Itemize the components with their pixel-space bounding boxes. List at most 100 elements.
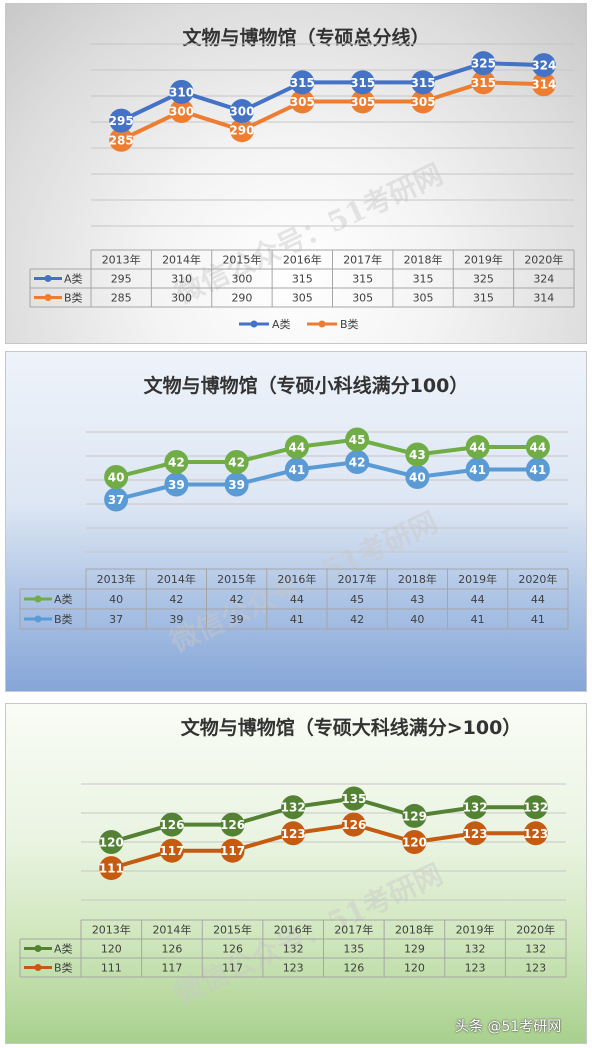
data-point [164,472,189,497]
table-value-cell: 117 [222,962,243,975]
table-value-cell: 314 [533,292,554,305]
chart-panel-large-subject: 微信公众号：51考研网 文物与博物馆（专硕大科线满分>100） 2013年 2014年… [5,703,587,1044]
legend-key-marker [318,320,326,328]
data-point [405,442,430,467]
table-value-cell: 41 [290,613,304,626]
data-label: 44 [530,441,547,455]
table-header-cell: 2015年 [222,253,261,267]
data-label: 132 [463,801,488,815]
table-value-cell: 325 [473,273,494,286]
table-value-cell: 285 [111,292,132,305]
data-label: 123 [463,827,488,841]
data-point [523,821,548,846]
table-series-label: B类 [54,612,73,626]
data-label: 42 [168,456,185,470]
table-value-cell: 305 [413,292,434,305]
table-value-cell: 315 [413,273,434,286]
data-label: 295 [109,114,134,128]
table-series-label: A类 [64,272,83,286]
table-value-cell: 300 [171,292,192,305]
data-label: 42 [349,456,366,470]
data-point [224,472,249,497]
table-header-cell: 2015年 [217,572,256,586]
table-legend-key-marker [34,595,42,603]
table-header-cell: 2020年 [518,572,557,586]
data-point [99,830,124,854]
data-label: 123 [281,827,306,841]
data-point [531,72,556,97]
legend-key-marker [250,320,258,328]
table-value-cell: 42 [230,593,244,606]
table-header-cell: 2017年 [343,253,382,267]
table-header-cell: 2013年 [102,253,141,267]
data-point [220,838,245,863]
table-value-cell: 315 [473,292,494,305]
table-header-cell: 2017年 [338,572,377,586]
table-value-cell: 315 [352,273,373,286]
data-label: 315 [350,76,375,90]
table-header-cell: 2018年 [398,572,437,586]
data-label: 42 [228,456,245,470]
table-header-cell: 2020年 [516,923,555,937]
table-header-cell: 2014年 [152,923,191,937]
data-point [104,465,129,489]
data-label: 41 [469,463,486,477]
table-value-cell: 120 [404,962,425,975]
table-value-cell: 40 [109,593,123,606]
table-header-cell: 2013年 [97,572,136,586]
table-header-cell: 2020年 [524,253,563,267]
table-header-cell: 2016年 [277,572,316,586]
data-point [169,99,194,124]
data-label: 314 [531,78,556,92]
data-label: 40 [409,471,426,485]
data-label: 324 [531,59,556,73]
data-point [411,89,436,114]
table-value-cell: 39 [169,613,183,626]
data-label: 315 [411,76,436,90]
table-header-cell: 2017年 [334,923,373,937]
chart-panel-total: 微信公众号：51考研网 文物与博物馆（专硕总分线） 2013年 2014年 2015年 2… [5,3,587,344]
table-value-cell: 43 [410,593,424,606]
data-point [229,99,254,124]
table-header-cell: 2015年 [213,923,252,937]
table-value-cell: 42 [350,613,364,626]
data-point [402,830,427,854]
data-point [281,821,306,846]
data-label: 135 [341,792,366,806]
data-label: 129 [402,809,427,823]
table-legend-key-marker [44,275,52,282]
data-label: 43 [409,448,426,462]
data-point [109,127,134,152]
data-label: 126 [159,818,184,832]
data-point [284,435,309,459]
data-point [341,786,366,811]
table-value-cell: 40 [410,613,424,626]
table-header-cell: 2016年 [274,923,313,937]
data-label: 132 [523,801,548,815]
data-point [164,450,189,474]
table-value-cell: 295 [111,273,132,286]
data-label: 132 [281,801,306,815]
data-label: 41 [289,463,306,477]
data-point [350,70,375,95]
data-label: 37 [108,493,125,507]
data-label: 117 [220,844,245,858]
chart-title: 文物与博物馆（专硕大科线满分>100） [181,716,522,739]
table-value-cell: 324 [533,273,554,286]
data-point [290,70,315,95]
data-point [471,70,496,95]
table-value-cell: 126 [222,943,243,956]
table-value-cell: 132 [525,943,546,956]
data-point [290,89,315,114]
data-label: 41 [530,463,547,477]
data-label: 44 [289,441,306,455]
data-point [109,108,134,133]
data-label: 310 [169,85,194,99]
data-label: 111 [99,862,124,876]
data-point [159,838,184,863]
data-label: 45 [349,433,366,447]
table-header-cell: 2014年 [157,572,196,586]
